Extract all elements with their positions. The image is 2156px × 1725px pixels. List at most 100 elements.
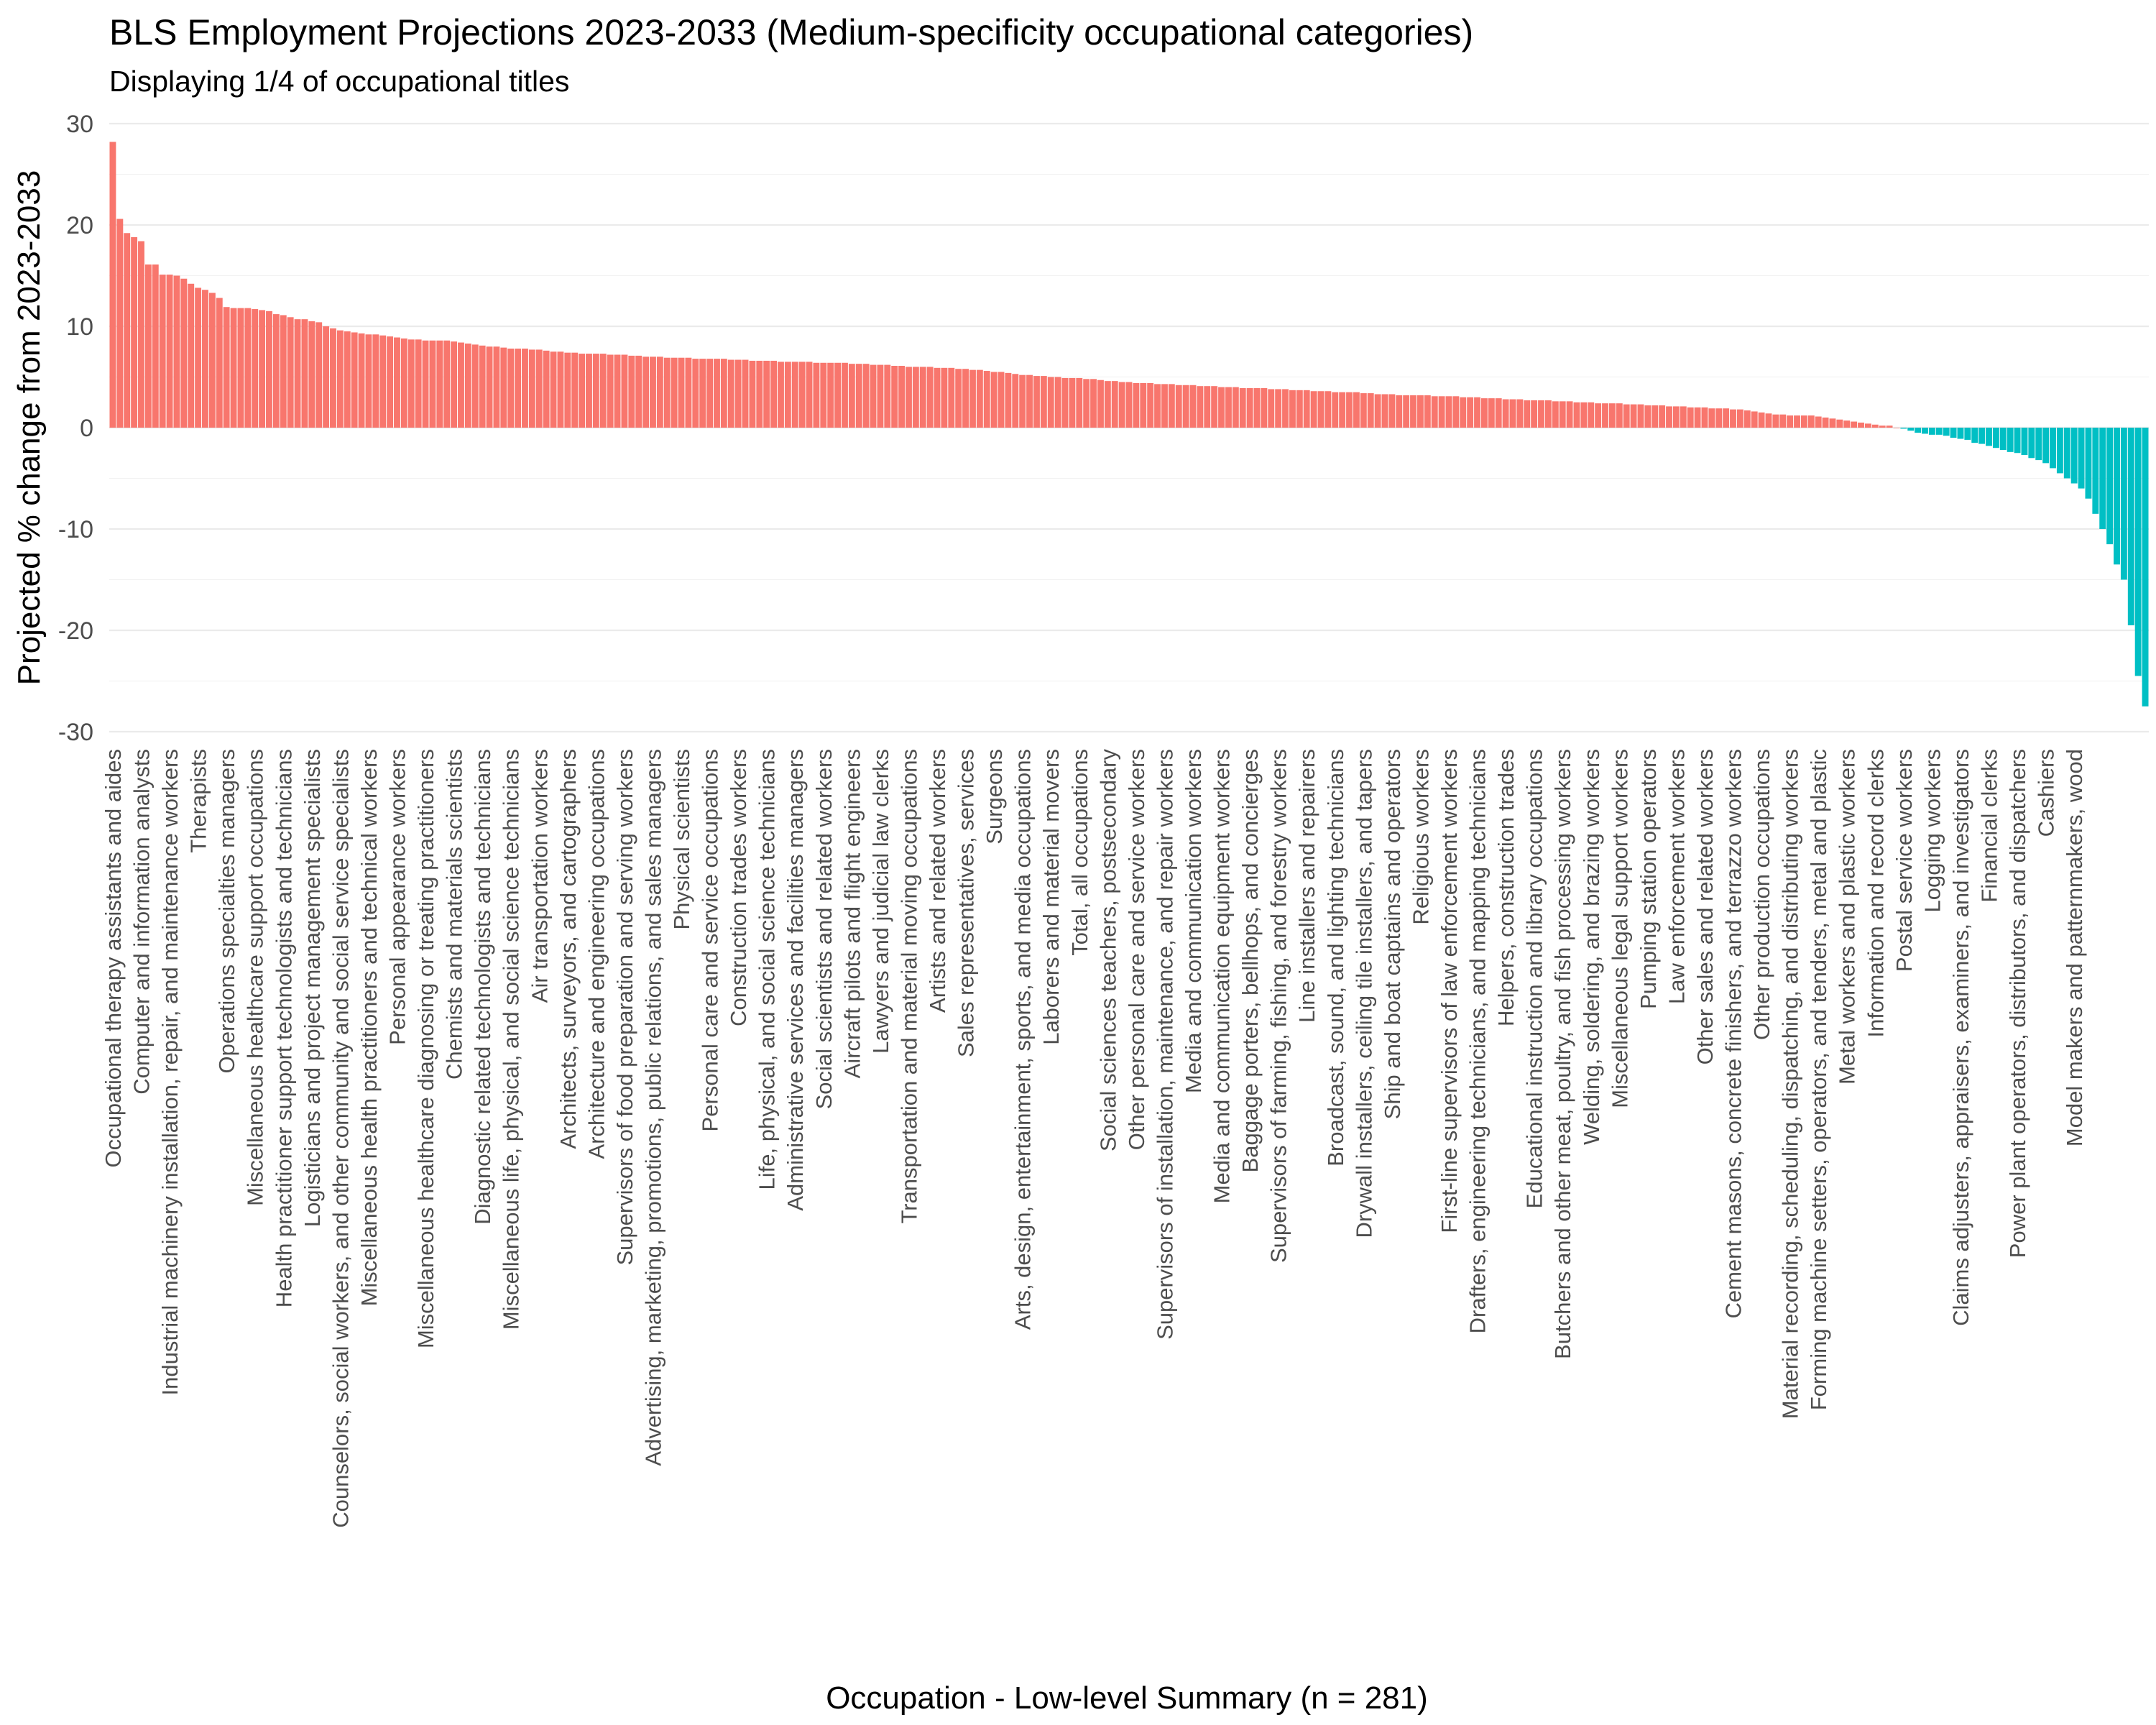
y-axis-title: Projected % change from 2023-2033 (11, 170, 47, 686)
bar (1701, 407, 1708, 428)
x-tick-label: Drafters, engineering technicians, and m… (1465, 749, 1491, 1333)
bar (1005, 372, 1012, 428)
bar (1807, 415, 1815, 428)
bar (941, 367, 948, 428)
bar (180, 278, 188, 428)
bar (2050, 428, 2056, 469)
x-tick-label: Sales representatives, services (954, 749, 979, 1057)
bar (1843, 420, 1851, 428)
x-tick-label: Computer and information analysts (129, 749, 155, 1095)
bar (1097, 380, 1104, 428)
bar (400, 338, 407, 428)
bar (1332, 392, 1339, 428)
x-tick-label: First-line supervisors of law enforcemen… (1437, 749, 1462, 1233)
x-tick-label: Miscellaneous life, physical, and social… (499, 749, 524, 1330)
bar (692, 359, 699, 428)
bar (671, 357, 678, 428)
bar (1047, 377, 1054, 428)
bar (2070, 428, 2078, 484)
x-tick-label: Broadcast, sound, and lighting technicia… (1323, 749, 1348, 1167)
bar (1822, 417, 1829, 428)
bar (1602, 403, 1608, 428)
bar (579, 354, 586, 428)
gridlines (109, 122, 2149, 733)
bar (1182, 385, 1189, 428)
bar (1054, 377, 1061, 428)
bar (443, 340, 451, 428)
bar (934, 367, 941, 428)
bar (955, 369, 962, 428)
bar (1033, 376, 1040, 428)
bar (365, 334, 372, 428)
bar (1907, 428, 1915, 431)
bar (1303, 390, 1310, 428)
bar (379, 335, 387, 428)
bar (1488, 398, 1495, 428)
bar (116, 218, 124, 428)
bar (124, 233, 131, 428)
bar (1516, 399, 1524, 428)
bar (599, 354, 607, 428)
bar (1524, 400, 1531, 428)
bar (415, 339, 422, 428)
bar (144, 264, 152, 428)
bar (152, 264, 159, 428)
bar (1651, 405, 1659, 428)
bar (1076, 377, 1083, 428)
bar (1864, 423, 1871, 428)
bar (1140, 382, 1147, 428)
bar (1261, 388, 1268, 428)
bar (1424, 395, 1431, 428)
x-tick-label: Forming machine setters, operators, and … (1806, 749, 1831, 1410)
x-tick-label: Counselors, social workers, and other co… (328, 749, 353, 1528)
bar (1915, 428, 1922, 433)
bar (1588, 402, 1595, 428)
bar (394, 337, 400, 428)
bar (855, 364, 862, 428)
x-tick-label: Welding, soldering, and brazing workers (1579, 749, 1604, 1145)
bar (272, 314, 280, 428)
bar (407, 339, 415, 428)
bar (2134, 428, 2142, 676)
bar (1211, 386, 1218, 428)
y-tick-labels: 30 20 10 0 -10 -20 -30 (58, 111, 93, 746)
x-tick-label: Total, all occupations (1067, 749, 1092, 956)
bar (1538, 400, 1544, 428)
y-tick-label: -30 (58, 719, 93, 746)
bar (166, 275, 173, 428)
bar (628, 355, 635, 428)
bar (1026, 374, 1033, 428)
x-tick-label: Pumping station operators (1636, 749, 1661, 1009)
bar (2114, 428, 2120, 565)
bar (1943, 428, 1950, 436)
bar (216, 298, 223, 428)
bar (1445, 396, 1452, 428)
x-tick-label: Religious workers (1408, 749, 1433, 925)
bar (138, 241, 144, 428)
bar (1431, 396, 1438, 428)
x-tick-label: Butchers and other meat, poultry, and fi… (1550, 749, 1575, 1359)
bar (1296, 390, 1303, 428)
bar (1474, 397, 1480, 428)
x-tick-label: Miscellaneous legal support workers (1607, 749, 1632, 1108)
y-tick-label: -20 (58, 617, 93, 645)
bar (990, 372, 998, 428)
bar (791, 362, 798, 428)
bar (976, 369, 983, 428)
x-tick-label: Logisticians and project management spec… (300, 749, 325, 1227)
bar (1232, 387, 1239, 428)
x-tick-label: Advertising, marketing, promotions, publ… (640, 749, 665, 1466)
bar (1161, 384, 1168, 428)
bar (1480, 398, 1488, 428)
bar (962, 369, 969, 428)
x-tick-label: Miscellaneous healthcare support occupat… (243, 749, 268, 1206)
x-tick-label: Drywall installers, ceiling tile install… (1351, 749, 1376, 1238)
x-tick-label: Information and record clerks (1863, 749, 1888, 1037)
bar (1403, 395, 1410, 428)
bar (493, 346, 500, 428)
x-tick-label: Transportation and material moving occup… (896, 749, 921, 1224)
bar (1360, 393, 1367, 428)
bar (535, 349, 543, 428)
bar (1346, 392, 1353, 428)
bar (1069, 377, 1076, 428)
